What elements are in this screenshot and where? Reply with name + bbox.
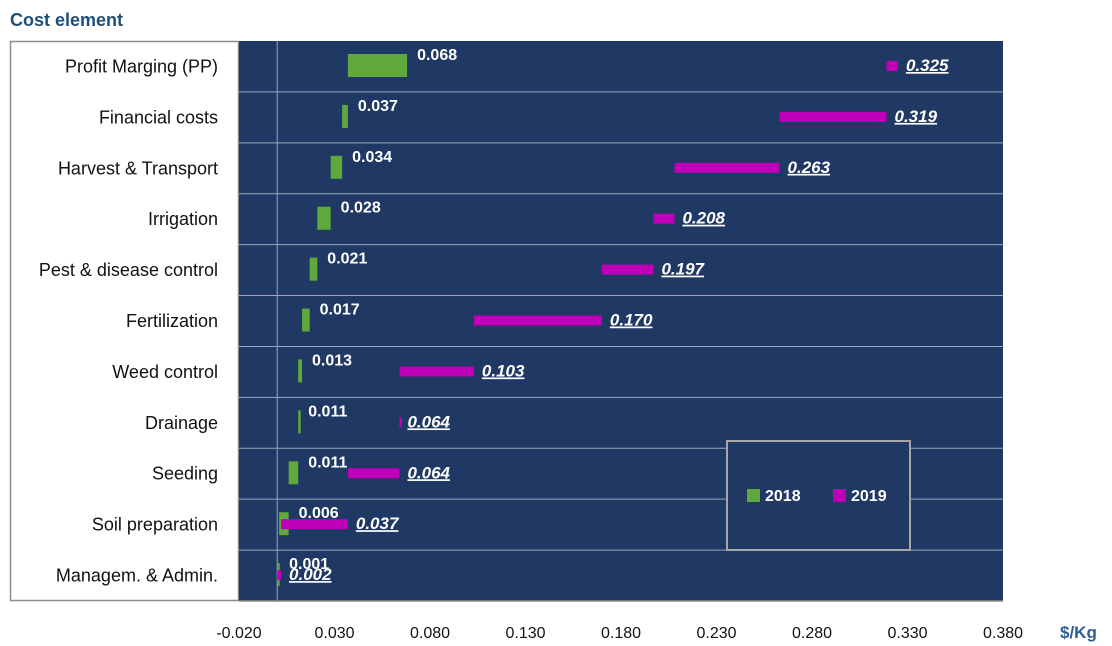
category-label: Seeding [152, 464, 218, 484]
x-tick-label: 0.380 [983, 625, 1023, 642]
data-label-2019: 0.103 [482, 361, 525, 380]
category-label: Harvest & Transport [58, 158, 218, 178]
x-tick-label: 0.330 [887, 625, 927, 642]
bar-2018 [309, 257, 318, 281]
bar-2019 [779, 111, 887, 122]
series-2019-data-labels: 0.325 0.319 0.263 0.208 0.197 0.170 0.103 0.064… [289, 56, 949, 584]
series-2018-data-labels: 0.068 0.037 0.034 0.028 0.021 0.017 0.013 0.011… [289, 47, 457, 573]
data-label-2018: 0.068 [417, 47, 457, 64]
bar-2019 [473, 315, 602, 326]
x-tick-label: 0.230 [696, 625, 736, 642]
bar-2019 [886, 61, 898, 71]
data-label-2018: 0.011 [308, 454, 347, 471]
bar-2019 [399, 366, 474, 377]
data-label-2019: 0.319 [894, 107, 937, 126]
bar-2019 [281, 519, 348, 530]
category-label: Weed control [112, 362, 218, 382]
category-label: Financial costs [99, 107, 218, 127]
bar-2019 [277, 570, 282, 581]
data-label-2019: 0.263 [788, 158, 831, 177]
data-label-2019: 0.197 [661, 260, 705, 279]
chart-title: Cost element [10, 10, 123, 30]
data-label-2018: 0.017 [320, 302, 360, 319]
data-label-2019: 0.002 [289, 565, 332, 584]
legend-swatch-2018 [747, 489, 760, 502]
x-tick-label: 0.180 [601, 625, 641, 642]
bar-2019 [347, 468, 400, 479]
bar-2018 [298, 410, 301, 434]
data-label-2019: 0.037 [356, 514, 400, 533]
category-label: Irrigation [148, 209, 218, 229]
x-tick-label: 0.030 [314, 625, 354, 642]
data-label-2018: 0.013 [312, 352, 352, 369]
data-label-2019: 0.208 [682, 209, 725, 228]
bar-2018 [342, 104, 348, 128]
category-labels: Profit Marging (PP) Financial costs Harves… [39, 56, 218, 585]
legend-swatch-2019 [833, 489, 846, 502]
category-label: Profit Marging (PP) [65, 56, 218, 76]
data-label-2019: 0.064 [407, 412, 450, 431]
data-label-2018: 0.001 [289, 556, 329, 573]
legend-label-2018: 2018 [765, 488, 801, 505]
data-label-2018: 0.021 [327, 251, 367, 268]
category-label: Drainage [145, 413, 218, 433]
data-label-2019: 0.170 [610, 311, 653, 330]
bar-2019 [653, 213, 675, 224]
category-label: Pest & disease control [39, 260, 218, 280]
bar-2018 [298, 359, 303, 383]
bar-2018 [330, 155, 343, 179]
data-label-2018: 0.028 [341, 200, 381, 217]
x-tick-label: 0.280 [792, 625, 832, 642]
bar-2019 [601, 264, 654, 275]
bar-2018 [302, 308, 310, 332]
x-axis-unit-label: $/Kg [1060, 623, 1097, 642]
x-tick-labels: -0.020 0.030 0.080 0.130 0.180 0.230 0.280 0.33… [216, 625, 1023, 642]
bar-2018 [288, 461, 299, 485]
bar-2019 [399, 417, 402, 428]
data-label-2018: 0.034 [352, 149, 392, 166]
category-axis-frame [9, 40, 240, 602]
category-label: Soil preparation [92, 515, 218, 535]
legend-label-2019: 2019 [851, 488, 887, 505]
data-label-2018: 0.037 [358, 98, 398, 115]
bar-2018 [347, 54, 408, 77]
series-2019-bars [277, 61, 898, 581]
legend: 2018 2019 [726, 440, 911, 551]
category-label: Fertilization [126, 311, 218, 331]
bar-2019 [674, 162, 780, 173]
bar-2018 [317, 206, 331, 230]
data-label-2018: 0.011 [308, 403, 347, 420]
category-label: Managem. & Admin. [56, 566, 218, 586]
x-tick-label: 0.130 [505, 625, 545, 642]
gridlines [239, 41, 1003, 602]
data-label-2019: 0.325 [906, 56, 949, 75]
x-tick-label: 0.080 [410, 625, 450, 642]
data-label-2018: 0.006 [299, 505, 339, 522]
data-label-2019: 0.064 [407, 463, 450, 482]
x-tick-label: -0.020 [216, 625, 261, 642]
